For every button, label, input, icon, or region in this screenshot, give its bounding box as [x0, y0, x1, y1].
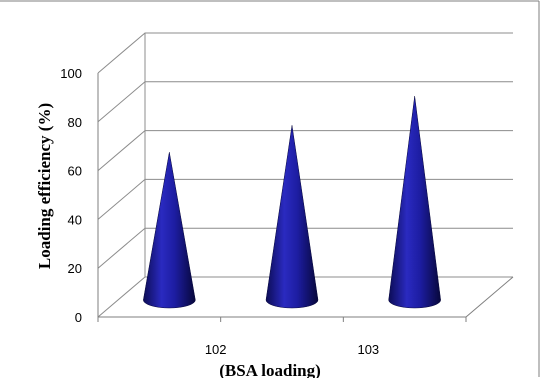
- x-tick-label-102: 102: [205, 342, 227, 357]
- y-tick-label-60: 60: [68, 164, 82, 179]
- cone-bar-3: [388, 96, 441, 309]
- y-tick-label-20: 20: [68, 261, 82, 276]
- x-axis-title: (BSA loading): [219, 361, 321, 378]
- cone-bar-2: [265, 125, 319, 309]
- y-tick-label-100: 100: [60, 66, 82, 81]
- gridline-80: [97, 81, 513, 123]
- y-tick-label-0: 0: [75, 310, 82, 325]
- y-tick-label-40: 40: [68, 212, 82, 227]
- y-axis-title: Loading efficiency (%): [35, 103, 54, 269]
- plot-area: 0 20 40 60 80 100 102 103: [60, 32, 514, 357]
- x-tick-label-103: 103: [357, 342, 379, 357]
- cone-bar-1: [143, 152, 196, 309]
- y-tick-label-80: 80: [68, 115, 82, 130]
- gridline-60: [97, 130, 513, 171]
- gridline-100: [97, 32, 513, 74]
